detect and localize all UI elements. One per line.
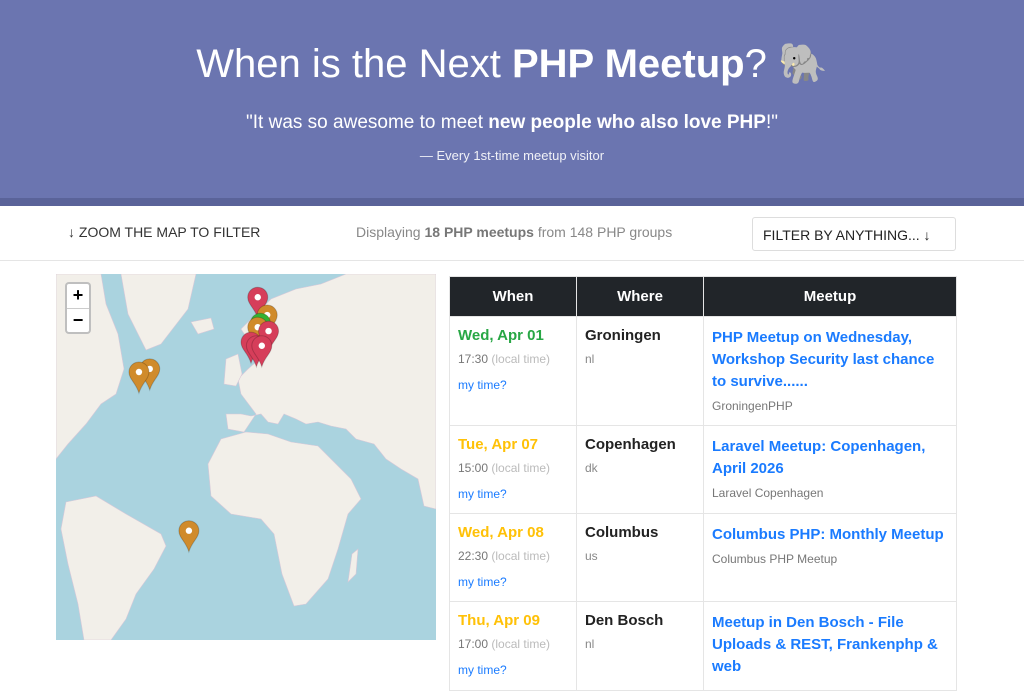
where-cell: Groningen nl [576, 316, 704, 426]
meetup-cell: Meetup in Den Bosch - File Uploads & RES… [703, 601, 957, 691]
meetup-date: Wed, Apr 08 [458, 524, 544, 541]
city: Columbus [585, 524, 659, 541]
meetup-date: Wed, Apr 01 [458, 327, 544, 344]
greenland-land [120, 274, 197, 351]
when-cell: Wed, Apr 01 17:30 (local time) my time? [449, 316, 577, 426]
table-row: Wed, Apr 08 22:30 (local time) my time? Co… [449, 513, 957, 602]
testimonial-quote: "It was so awesome to meet new people wh… [246, 112, 778, 133]
city: Groningen [585, 327, 661, 344]
toolbar: ↓ ZOOM THE MAP TO FILTER Displaying 18 P… [0, 206, 1024, 261]
my-time-link[interactable]: my time? [458, 575, 507, 589]
zoom-out-button[interactable]: − [67, 308, 89, 332]
group-name: GroningenPHP [712, 399, 793, 413]
eurasia-land [225, 274, 436, 510]
meetup-title-link[interactable]: Columbus PHP: Monthly Meetup [712, 526, 944, 543]
world-map[interactable]: + − [56, 274, 436, 640]
meetup-cell: Laravel Meetup: Copenhagen, April 2026 La… [703, 425, 957, 514]
meetup-time: 15:00 (local time) [458, 461, 551, 475]
meetup-date: Thu, Apr 09 [458, 612, 540, 629]
country-code: nl [585, 637, 595, 651]
meetup-time: 17:00 (local time) [458, 637, 551, 651]
column-header-when: When [449, 276, 577, 317]
zoom-map-hint: ↓ ZOOM THE MAP TO FILTER [68, 224, 261, 240]
map-marker-icon[interactable] [247, 286, 269, 320]
where-cell: Columbus us [576, 513, 704, 602]
table-row: Wed, Apr 01 17:30 (local time) my time? Gr… [449, 316, 957, 426]
column-header-where: Where [576, 276, 704, 317]
meetup-cell: PHP Meetup on Wednesday, Workshop Securi… [703, 316, 957, 426]
quote-attribution: — Every 1st-time meetup visitor [419, 148, 605, 163]
map-marker-icon[interactable] [178, 520, 200, 554]
madagascar-land [347, 548, 359, 583]
city: Den Bosch [585, 612, 664, 629]
meetup-title-link[interactable]: Laravel Meetup: Copenhagen, April 2026 [712, 438, 926, 477]
country-code: nl [585, 352, 595, 366]
city: Copenhagen [585, 436, 676, 453]
when-cell: Wed, Apr 08 22:30 (local time) my time? [449, 513, 577, 602]
divider [0, 198, 1024, 206]
column-header-meetup: Meetup [703, 276, 957, 317]
table-row: Tue, Apr 07 15:00 (local time) my time? Co… [449, 425, 957, 514]
uk-land [223, 353, 243, 387]
meetup-time: 17:30 (local time) [458, 352, 551, 366]
group-name: Columbus PHP Meetup [712, 552, 838, 566]
meetup-cell: Columbus PHP: Monthly Meetup Columbus PHP… [703, 513, 957, 602]
where-cell: Den Bosch nl [576, 601, 704, 691]
my-time-link[interactable]: my time? [458, 663, 507, 677]
south-america-land [60, 495, 167, 640]
my-time-link[interactable]: my time? [458, 378, 507, 392]
when-cell: Thu, Apr 09 17:00 (local time) my time? [449, 601, 577, 691]
iceland-land [190, 317, 215, 335]
zoom-control: + − [65, 282, 91, 334]
country-code: dk [585, 461, 598, 475]
my-time-link[interactable]: my time? [458, 487, 507, 501]
country-code: us [585, 549, 598, 563]
group-name: Laravel Copenhagen [712, 486, 824, 500]
page-title: When is the Next PHP Meetup? 🐘 [196, 42, 828, 86]
elephant-icon: 🐘 [777, 42, 828, 86]
hero-banner: When is the Next PHP Meetup? 🐘 "It was s… [0, 0, 1024, 198]
when-cell: Tue, Apr 07 15:00 (local time) my time? [449, 425, 577, 514]
meetup-time: 22:30 (local time) [458, 549, 551, 563]
meetup-table: When Where Meetup Wed, Apr 01 17:30 (loca… [449, 276, 957, 691]
where-cell: Copenhagen dk [576, 425, 704, 514]
meetup-count: Displaying 18 PHP meetups from 148 PHP g… [356, 224, 673, 240]
meetup-date: Tue, Apr 07 [458, 436, 539, 453]
africa-land [207, 431, 362, 607]
meetup-title-link[interactable]: Meetup in Den Bosch - File Uploads & RES… [712, 614, 938, 675]
table-row: Thu, Apr 09 17:00 (local time) my time? De… [449, 601, 957, 691]
map-marker-icon[interactable] [128, 361, 150, 395]
filter-dropdown[interactable]: FILTER BY ANYTHING... ↓ [752, 217, 956, 251]
zoom-in-button[interactable]: + [72, 285, 84, 305]
meetup-title-link[interactable]: PHP Meetup on Wednesday, Workshop Securi… [712, 329, 935, 390]
map-marker-icon[interactable] [251, 335, 273, 369]
map-tiles [56, 274, 436, 640]
